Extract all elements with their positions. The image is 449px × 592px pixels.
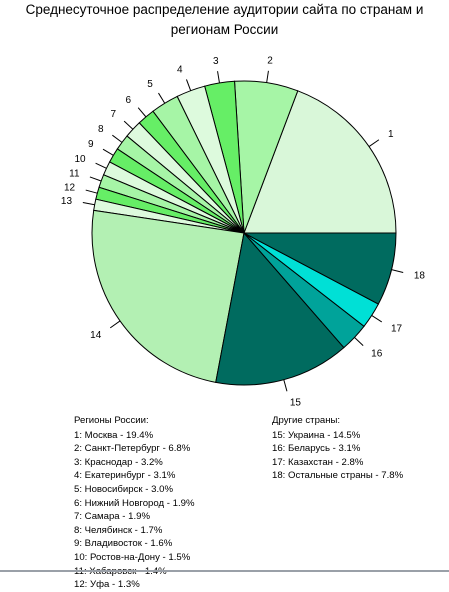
pie-label-tick-12 <box>85 189 98 194</box>
pie-label-tick-4 <box>186 79 192 91</box>
legend-russia-regions: Регионы России: 1: Москва - 19.4% 2: Санк… <box>74 414 195 592</box>
pie-label-10: 10 <box>75 154 87 165</box>
pie-label-18: 18 <box>414 271 426 282</box>
pie-label-tick-11 <box>89 176 102 182</box>
pie-label-7: 7 <box>111 109 117 120</box>
russia-item: 8: Челябинск - 1.7% <box>74 524 163 536</box>
pie-label-9: 9 <box>88 139 94 150</box>
pie-slice-14 <box>91 209 245 383</box>
pie-label-tick-1 <box>368 139 380 148</box>
legend-russia-heading: Регионы России: <box>74 415 149 426</box>
russia-item: 12: Уфа - 1.3% <box>74 579 140 591</box>
pie-label-3: 3 <box>213 56 219 67</box>
pie-label-2: 2 <box>267 55 273 66</box>
pie-label-4: 4 <box>177 65 183 76</box>
russia-item: 6: Нижний Новгород - 1.9% <box>74 497 195 509</box>
bottom-divider <box>0 570 449 572</box>
pie-label-tick-16 <box>354 337 364 347</box>
russia-item: 5: Новосибирск - 3.0% <box>74 483 173 495</box>
pie-label-11: 11 <box>69 169 80 180</box>
pie-slice-1 <box>243 90 397 234</box>
pie-label-6: 6 <box>126 95 132 106</box>
pie-label-12: 12 <box>64 183 76 194</box>
other-item: 16: Беларусь - 3.1% <box>272 443 361 455</box>
pie-label-tick-2 <box>266 70 269 83</box>
other-item: 15: Украина - 14.5% <box>272 429 361 441</box>
russia-item: 9: Владивосток - 1.6% <box>74 538 173 550</box>
pie-label-17: 17 <box>391 323 403 334</box>
pie-label-tick-3 <box>217 71 220 84</box>
other-item: 17: Казахстан - 2.8% <box>272 456 364 468</box>
pie-label-tick-15 <box>283 379 288 392</box>
pie-label-tick-7 <box>123 120 134 130</box>
pie-label-tick-18 <box>391 269 404 273</box>
legend-other-countries: Другие страны: 15: Украина - 14.5% 16: Бе… <box>272 414 403 483</box>
pie-label-tick-8 <box>112 134 123 143</box>
russia-item: 7: Самара - 1.9% <box>74 511 151 523</box>
russia-item: 10: Ростов-на-Дону - 1.5% <box>74 551 191 563</box>
pie-label-tick-17 <box>371 315 383 323</box>
pie-label-tick-9 <box>102 148 114 156</box>
pie-label-tick-5 <box>158 92 166 104</box>
russia-item: 1: Москва - 19.4% <box>74 429 154 441</box>
russia-item: 2: Санкт-Петербург - 6.8% <box>74 443 191 455</box>
pie-label-5: 5 <box>147 79 153 90</box>
pie-label-tick-14 <box>109 320 121 329</box>
legend-other-heading: Другие страны: <box>272 415 341 426</box>
legend-russia-items: 1: Москва - 19.4% 2: Санкт-Петербург - 6.… <box>74 429 195 592</box>
pie-label-8: 8 <box>98 124 104 135</box>
pie-slices <box>91 80 397 386</box>
pie-label-13: 13 <box>61 196 73 207</box>
pie-label-14: 14 <box>90 330 102 341</box>
pie-label-1: 1 <box>388 129 394 140</box>
pie-label-tick-10 <box>95 162 107 169</box>
pie-label-tick-6 <box>137 107 147 118</box>
chart-title: Среднесуточное распределение аудитории с… <box>25 2 424 37</box>
russia-item: 4: Екатеринбург - 3.1% <box>74 470 176 482</box>
legend-other-items: 15: Украина - 14.5% 16: Беларусь - 3.1% 17… <box>272 429 403 483</box>
pie-label-tick-13 <box>82 202 95 206</box>
russia-item: 3: Краснодар - 3.2% <box>74 456 163 468</box>
pie-label-15: 15 <box>290 397 302 408</box>
pie-slice-15 <box>215 231 345 386</box>
other-item: 18: Остальные страны - 7.8% <box>272 470 404 482</box>
pie-label-16: 16 <box>371 349 383 360</box>
